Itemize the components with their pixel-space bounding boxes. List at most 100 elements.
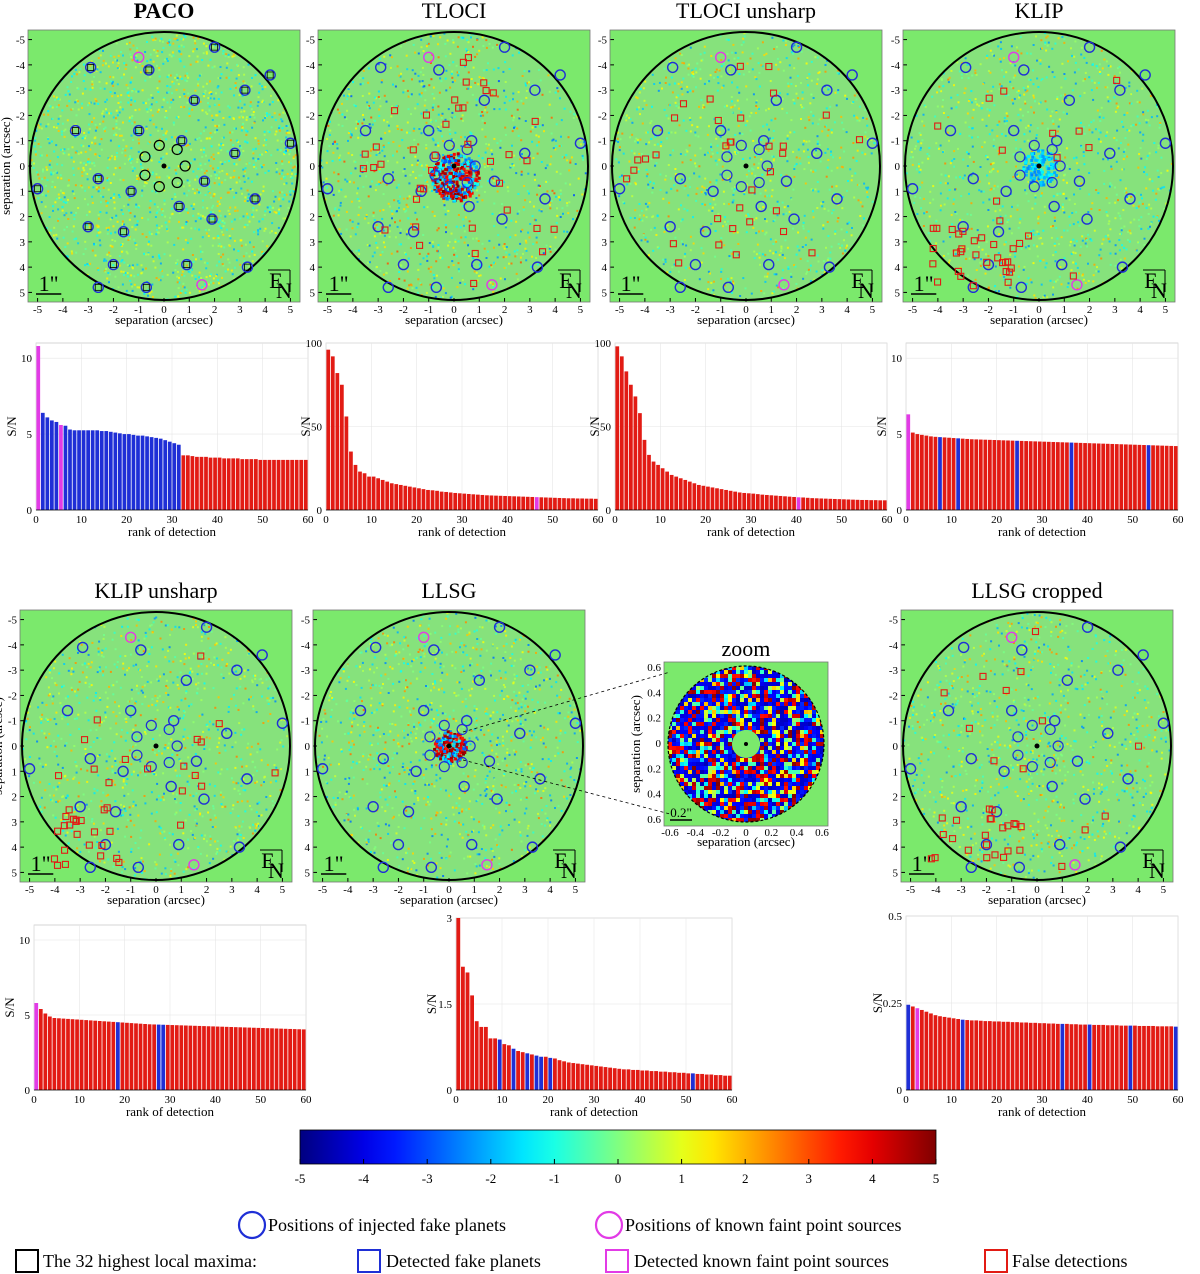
- false-detection-marker: [934, 122, 942, 130]
- false-detection-marker: [675, 259, 683, 267]
- injected-planet-marker: [992, 226, 1005, 238]
- bar-chart-llsg: 0 10 20 30 40 50 60 0 1.5 3 rank of detection S/N: [424, 913, 738, 1119]
- injected-planet-marker: [84, 752, 96, 765]
- map-title: TLOCI unsharp: [676, 0, 816, 23]
- sn-bar: [562, 498, 566, 510]
- inner-planet-marker: [1044, 723, 1056, 736]
- y-tick-label: -2: [301, 690, 310, 702]
- injected-planet-marker: [906, 183, 919, 195]
- sn-bar: [915, 434, 920, 510]
- y-tick-label: 2: [20, 212, 26, 224]
- sn-bar: [846, 499, 851, 510]
- injected-planet-marker: [208, 41, 221, 53]
- y-axis-label: S/N: [424, 993, 439, 1014]
- sn-bar: [658, 1071, 663, 1090]
- inner-planet-marker: [1014, 151, 1026, 163]
- sn-bar: [1151, 445, 1155, 510]
- injected-planet-marker: [465, 135, 478, 147]
- sn-bar: [837, 499, 842, 510]
- map-frame: [19, 609, 293, 883]
- inner-planet-marker: [1028, 139, 1040, 151]
- sn-bar: [534, 497, 539, 510]
- y-tick-label: 3: [602, 237, 608, 249]
- sn-bar: [566, 498, 571, 510]
- injected-planet-marker: [167, 715, 180, 727]
- injected-planet-marker: [823, 261, 836, 273]
- sn-bar: [172, 443, 177, 510]
- injected-planet-marker: [664, 220, 676, 233]
- x-tick-label: 5: [280, 884, 286, 896]
- injected-planet-marker: [249, 193, 261, 205]
- inner-planet-marker: [1026, 719, 1038, 731]
- sn-bar: [1028, 1022, 1033, 1090]
- sn-bar: [1105, 443, 1110, 510]
- known-source-marker: [423, 51, 435, 63]
- false-detection-marker: [999, 824, 1007, 832]
- y-tick-label: -2: [598, 110, 607, 122]
- legend-known-label: Positions of known faint point sources: [625, 1215, 902, 1235]
- injected-planet-marker: [780, 175, 793, 187]
- y-tick-label: -3: [889, 665, 899, 677]
- sn-bar: [878, 500, 883, 510]
- y-tick-label: -1: [889, 716, 898, 728]
- sn-bar: [647, 454, 651, 510]
- sn-bar: [1169, 1026, 1174, 1090]
- inner-planet-marker: [145, 761, 157, 773]
- compass-north-label: N: [561, 858, 577, 883]
- sn-bar: [156, 1024, 161, 1090]
- sn-bar: [539, 1056, 543, 1090]
- sn-bar: [349, 451, 353, 510]
- sn-bar: [727, 1075, 732, 1090]
- x-tick-label: -5: [25, 884, 35, 896]
- y-tick-label: 2: [12, 792, 18, 804]
- sn-bar: [38, 1009, 43, 1090]
- inner-planet-marker: [1012, 749, 1024, 761]
- sn-bar: [1169, 445, 1174, 510]
- x-tick-label: 4: [254, 884, 260, 896]
- injected-planet-marker: [198, 793, 210, 805]
- false-detection-marker: [983, 854, 991, 862]
- x-tick-label: -5: [33, 304, 43, 316]
- x-tick-label: -2: [399, 304, 408, 316]
- sn-bar: [45, 417, 50, 510]
- detected-planet-marker: [231, 149, 239, 157]
- y-tick-label: 0.25: [883, 998, 903, 1010]
- sn-bar: [79, 1019, 84, 1090]
- injected-planet-marker: [190, 755, 203, 767]
- sn-bar: [525, 1053, 530, 1090]
- injected-planet-marker: [478, 94, 491, 106]
- sn-bar: [1010, 440, 1015, 510]
- false-detection-marker: [987, 814, 995, 823]
- false-detection-marker: [468, 224, 476, 232]
- inner-planet-marker: [1046, 176, 1058, 189]
- sn-bar: [301, 1029, 306, 1090]
- injected-planet-marker: [1048, 715, 1061, 727]
- injected-planet-marker: [483, 755, 496, 767]
- false-detection-marker: [1024, 232, 1033, 240]
- injected-planet-marker: [31, 183, 44, 195]
- false-detection-marker: [679, 100, 688, 108]
- sn-bar: [619, 356, 624, 510]
- y-tick-label: 0: [27, 505, 33, 517]
- injected-planet-marker: [1139, 69, 1151, 81]
- injected-planet-marker: [1124, 193, 1136, 205]
- sn-bar: [77, 430, 81, 510]
- injected-planet-marker: [831, 193, 843, 205]
- y-tick-label: 1: [893, 766, 899, 778]
- injected-planet-marker: [651, 124, 664, 137]
- x-tick-label: 0: [153, 884, 159, 896]
- x-tick-label: -4: [343, 884, 353, 896]
- x-tick-label: 60: [1173, 514, 1185, 526]
- sn-bar: [1024, 1022, 1028, 1090]
- false-detection-marker: [779, 227, 788, 236]
- x-tick-label: 5: [1163, 304, 1169, 316]
- sn-bar: [247, 1027, 252, 1090]
- false-detection-marker: [459, 58, 467, 66]
- x-tick-label: 50: [547, 514, 559, 526]
- false-detection-marker: [955, 230, 963, 238]
- false-detection-marker: [934, 278, 942, 286]
- x-tick-label: 30: [589, 1094, 601, 1106]
- x-tick-label: 0: [161, 304, 167, 316]
- detected-planet-marker: [87, 63, 95, 71]
- sn-bar: [211, 1026, 215, 1090]
